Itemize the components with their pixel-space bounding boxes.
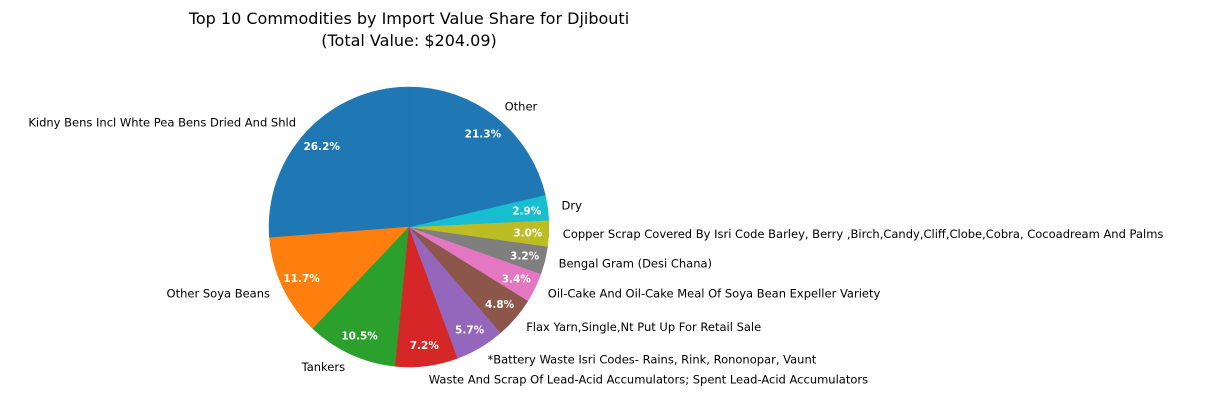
slice-percent-label: 7.2% — [410, 340, 440, 352]
slice-label: Bengal Gram (Desi Chana) — [559, 257, 712, 271]
slice-label: Copper Scrap Covered By Isri Code Barley… — [563, 227, 1164, 241]
slice-label: Other Soya Beans — [167, 286, 270, 300]
slice-percent-label: 3.2% — [510, 250, 540, 262]
slice-label: Waste And Scrap Of Lead-Acid Accumulator… — [429, 373, 868, 387]
percent-labels: 26.2% 11.7% 10.5% 7.2% 5.7% 4.8% 3.4% 3.2% 3.0% 2… — [283, 129, 543, 352]
slice-percent-label: 3.4% — [502, 274, 532, 286]
slice-label: Flax Yarn,Single,Nt Put Up For Retail Sa… — [526, 320, 761, 334]
slice-label: Oil-Cake And Oil-Cake Meal Of Soya Bean … — [548, 287, 881, 301]
slice-percent-label: 10.5% — [341, 330, 378, 342]
slice-percent-label: 11.7% — [283, 273, 320, 285]
slice-labels: Kidny Bens Incl Whte Pea Bens Dried And … — [28, 99, 1163, 386]
slice-label: Dry — [562, 199, 583, 213]
slice-percent-label: 4.8% — [485, 299, 515, 311]
slice-label: Kidny Bens Incl Whte Pea Bens Dried And … — [28, 115, 296, 129]
pie-slice — [269, 226, 410, 330]
pie-slices — [268, 86, 550, 368]
pie-slice — [408, 86, 546, 228]
slice-percent-label: 5.7% — [455, 324, 485, 336]
slice-label: Other — [505, 99, 538, 113]
slice-label: Tankers — [301, 360, 346, 374]
slice-percent-label: 26.2% — [303, 141, 340, 153]
pie-slice — [268, 86, 410, 239]
chart-subtitle: (Total Value: $204.09) — [321, 31, 497, 50]
slice-percent-label: 21.3% — [465, 129, 502, 141]
slice-percent-label: 3.0% — [513, 227, 543, 239]
chart-title: Top 10 Commodities by Import Value Share… — [188, 9, 629, 28]
slice-label: *Battery Waste Isri Codes- Rains, Rink, … — [488, 353, 817, 367]
slice-percent-label: 2.9% — [512, 205, 542, 217]
pie-slice — [312, 226, 410, 367]
